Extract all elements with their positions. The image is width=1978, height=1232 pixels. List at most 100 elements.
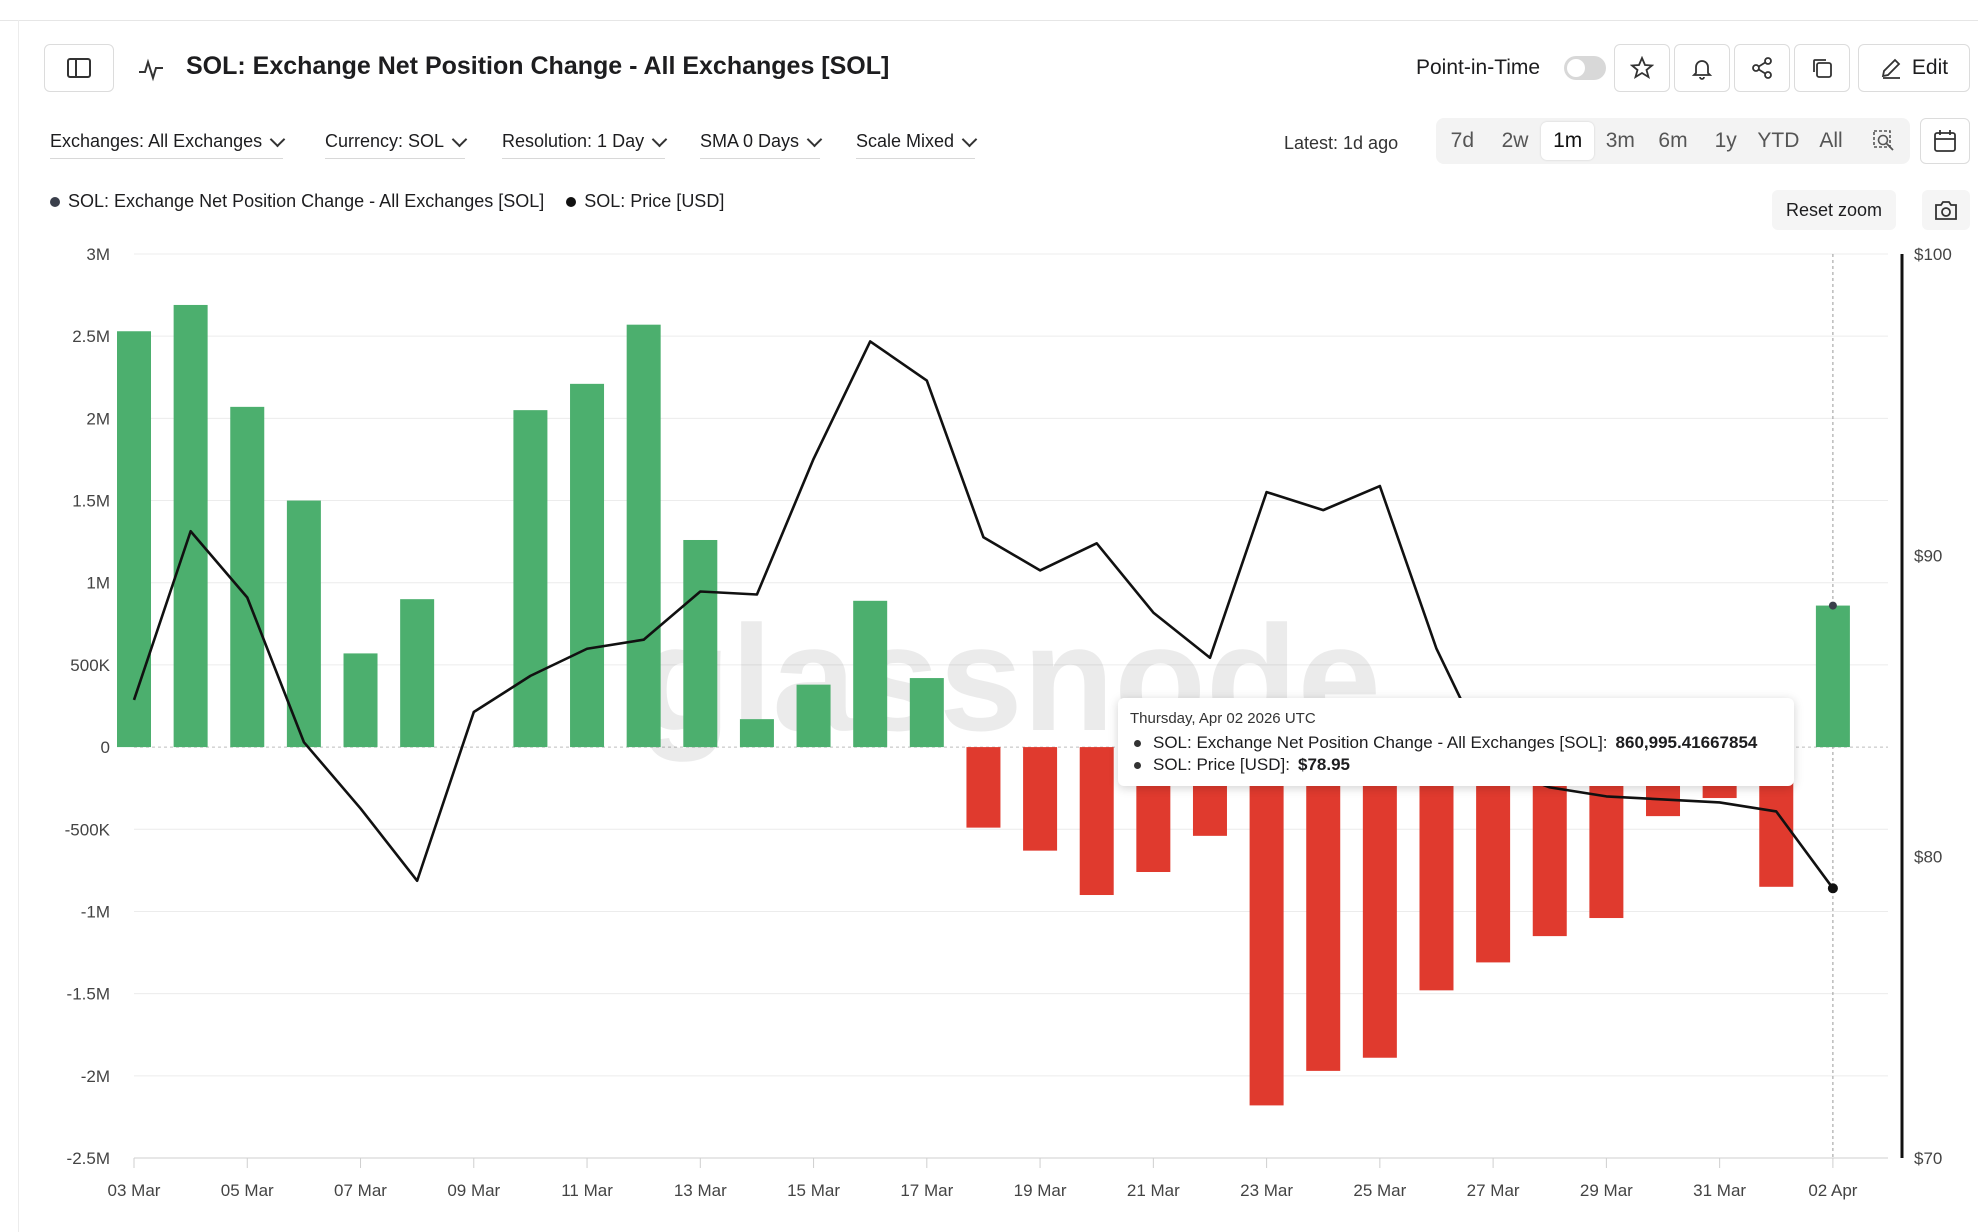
y-axis-left-tick-label: -1.5M: [67, 985, 110, 1004]
y-axis-right-tick-label: $100: [1914, 245, 1952, 264]
exchanges-dropdown-label: Exchanges: All Exchanges: [50, 131, 263, 151]
bar: [683, 539, 718, 748]
edit-button[interactable]: Edit: [1858, 44, 1970, 92]
x-axis-tick-label: 27 Mar: [1467, 1181, 1520, 1200]
legend-label: SOL: Price [USD]: [584, 191, 725, 211]
tooltip-value: $78.95: [1297, 755, 1350, 774]
legend-item-net-position[interactable]: SOL: Exchange Net Position Change - All …: [50, 191, 544, 212]
y-axis-right-tick-label: $90: [1914, 546, 1942, 565]
y-axis-left-tick-label: -1M: [81, 902, 110, 921]
bar: [343, 653, 378, 748]
range-2w[interactable]: 2w: [1501, 129, 1529, 152]
left-border: [18, 20, 19, 1232]
zoom-search-icon: [1872, 130, 1894, 152]
bell-icon: [1691, 60, 1713, 80]
x-axis-tick-label: 05 Mar: [221, 1181, 274, 1200]
star-icon: [1630, 56, 1654, 79]
x-axis-tick-label: 11 Mar: [561, 1181, 613, 1200]
currency-dropdown[interactable]: Currency: SOL: [325, 131, 468, 159]
copy-button[interactable]: [1794, 44, 1850, 92]
sidebar-icon: [67, 58, 91, 78]
range-1y[interactable]: 1y: [1714, 129, 1737, 152]
scale-dropdown-label: Scale Mixed: [856, 131, 955, 151]
bar: [1306, 747, 1341, 1071]
y-axis-left-tick-label: -500K: [65, 820, 111, 839]
range-6m[interactable]: 6m: [1658, 129, 1688, 152]
y-axis-left-tick-label: 1.5M: [72, 492, 110, 511]
exchanges-dropdown[interactable]: Exchanges: All Exchanges: [50, 131, 286, 159]
range-selector: 7d 2w 1m 3m 6m 1y YTD All: [1436, 118, 1910, 164]
favorite-button[interactable]: [1614, 44, 1670, 92]
bar: [1249, 747, 1284, 1106]
currency-dropdown-label: Currency: SOL: [325, 131, 445, 151]
y-axis-right-tick-label: $70: [1914, 1149, 1942, 1168]
screenshot-button[interactable]: [1922, 190, 1970, 230]
latest-update-label: Latest: 1d ago: [1284, 133, 1399, 153]
y-axis-left-tick-label: 0: [101, 738, 110, 757]
x-axis-tick-label: 13 Mar: [674, 1181, 727, 1200]
range-7d[interactable]: 7d: [1450, 129, 1475, 152]
resolution-dropdown[interactable]: Resolution: 1 Day: [502, 131, 668, 159]
reset-zoom-button[interactable]: Reset zoom: [1772, 190, 1897, 230]
tooltip-row-net-position: SOL: Exchange Net Position Change - All …: [1130, 733, 1782, 753]
sma-dropdown[interactable]: SMA 0 Days: [700, 131, 823, 159]
calendar-icon: [1934, 130, 1956, 152]
y-axis-left-tick-label: 3M: [86, 245, 110, 264]
point-in-time-toggle[interactable]: [1564, 56, 1606, 80]
sidebar-toggle-button[interactable]: [44, 44, 114, 92]
bar: [230, 406, 265, 748]
x-axis-tick-label: 31 Mar: [1693, 1181, 1746, 1200]
bar: [626, 324, 661, 748]
range-1m[interactable]: 1m: [1541, 122, 1595, 160]
legend-dot: [50, 196, 60, 207]
y-axis-left-tick-label: 1M: [86, 574, 110, 593]
point-in-time-label: Point-in-Time: [1416, 56, 1541, 79]
alert-button[interactable]: [1674, 44, 1730, 92]
bar: [173, 304, 208, 748]
y-axis-left-tick-label: 2.5M: [72, 327, 110, 346]
x-axis-tick-label: 09 Mar: [447, 1181, 500, 1200]
x-axis-tick-label: 23 Mar: [1240, 1181, 1293, 1200]
bar: [853, 600, 888, 748]
tooltip-label: SOL: Price [USD]:: [1153, 755, 1290, 774]
range-3m[interactable]: 3m: [1605, 129, 1635, 152]
x-axis-tick-label: 02 Apr: [1808, 1181, 1857, 1200]
x-axis-tick-label: 07 Mar: [334, 1181, 387, 1200]
copy-icon: [1813, 59, 1832, 78]
share-button[interactable]: [1734, 44, 1790, 92]
bar: [1023, 747, 1058, 851]
y-axis-right-tick-label: $80: [1914, 848, 1942, 867]
scale-dropdown[interactable]: Scale Mixed: [856, 131, 978, 159]
chart-legend: SOL: Exchange Net Position Change - All …: [50, 191, 724, 212]
pencil-icon: [1881, 58, 1901, 79]
sma-dropdown-label: SMA 0 Days: [700, 131, 800, 151]
bar: [1815, 605, 1850, 748]
bar: [1419, 747, 1454, 991]
bar: [796, 684, 831, 748]
share-icon: [1752, 57, 1772, 79]
x-axis-tick-label: 15 Mar: [787, 1181, 840, 1200]
tooltip-date: Thursday, Apr 02 2026 UTC: [1130, 710, 1316, 727]
bar: [739, 719, 774, 748]
chart-tooltip: Thursday, Apr 02 2026 UTC SOL: Exchange …: [1118, 698, 1794, 786]
zoom-select-button[interactable]: [1857, 122, 1910, 160]
x-axis-tick-label: 21 Mar: [1127, 1181, 1180, 1200]
bar-hover-point: [1828, 601, 1837, 610]
price-line: [132, 340, 1834, 890]
tooltip-value: 860,995.41667854: [1615, 733, 1758, 752]
tooltip-dot: [1134, 739, 1141, 747]
legend-item-price[interactable]: SOL: Price [USD]: [566, 191, 724, 212]
edit-label: Edit: [1911, 56, 1949, 79]
metric-pulse-icon: [139, 58, 163, 82]
range-all[interactable]: All: [1819, 129, 1843, 152]
x-axis-tick-label: 29 Mar: [1580, 1181, 1633, 1200]
range-ytd[interactable]: YTD: [1757, 129, 1800, 152]
bar: [513, 410, 548, 748]
y-axis-left-tick-label: -2M: [81, 1067, 110, 1086]
bar: [966, 747, 1001, 828]
y-axis-left-tick-label: 2M: [86, 409, 110, 428]
legend-dot: [566, 196, 577, 207]
price-hover-point: [1827, 883, 1838, 894]
date-picker-button[interactable]: [1920, 118, 1970, 164]
